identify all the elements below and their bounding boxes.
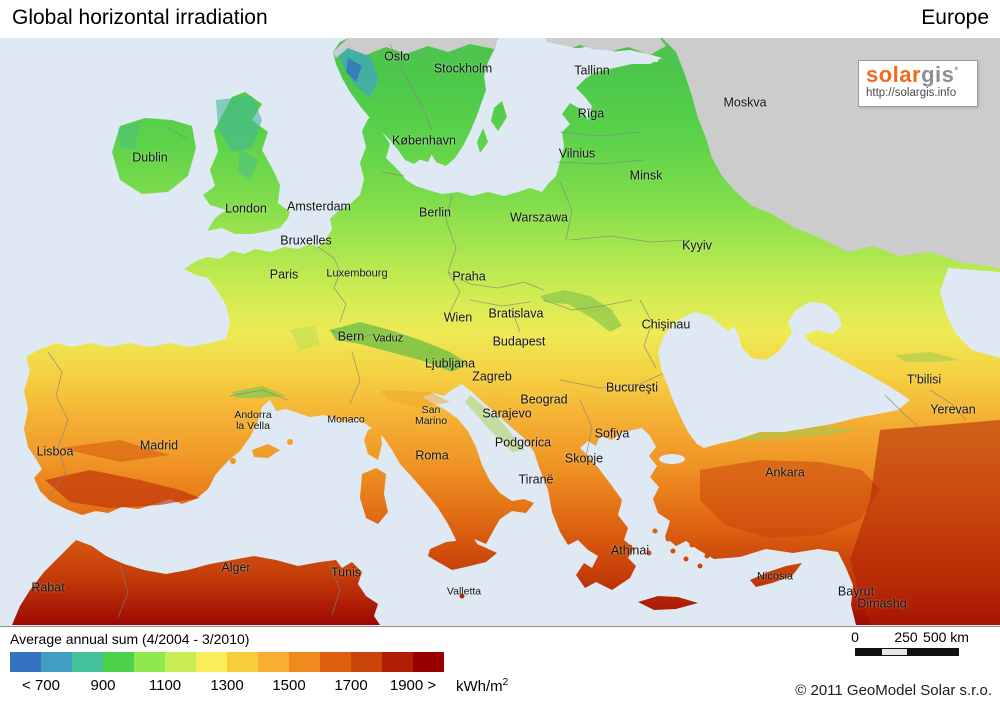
legend-color-segment [134, 652, 165, 672]
solargis-logo[interactable]: solargis* http://solargis.info [858, 60, 978, 107]
legend-unit: kWh/m2 [456, 677, 509, 695]
land-ireland [112, 118, 196, 194]
legend-tick-label: < 700 [22, 677, 60, 694]
legend-color-segment [258, 652, 289, 672]
legend-color-segment [72, 652, 103, 672]
header: Global horizontal irradiation Europe [0, 0, 1000, 38]
region-title: Europe [921, 6, 989, 29]
legend-color-segment [41, 652, 72, 672]
legend-color-segment [103, 652, 134, 672]
page-title: Global horizontal irradiation [12, 6, 268, 29]
europe-irradiation-map: Oslo Stockholm Tallinn Moskva Rīga Vilnius Min… [0, 38, 1000, 627]
terrain-overlays [45, 44, 1000, 625]
legend-tick-label: 1300 [210, 677, 244, 694]
legend-color-segment [320, 652, 351, 672]
legend-color-bar [10, 652, 444, 672]
logo-url[interactable]: http://solargis.info [866, 87, 957, 99]
scalebar-label: 500 km [923, 629, 969, 645]
logo-gis-text: gis [921, 62, 955, 87]
copyright: © 2011 GeoModel Solar s.r.o. [795, 682, 992, 699]
legend-color-segment [10, 652, 41, 672]
legend-color-segment [196, 652, 227, 672]
legend-color-segment [413, 652, 444, 672]
scalebar-segment [907, 649, 958, 655]
legend-color-segment [351, 652, 382, 672]
legend-tick-label: 1700 [334, 677, 368, 694]
solargis-wordmark: solargis* [866, 62, 959, 88]
legend-color-segment [165, 652, 196, 672]
scalebar-label: 250 [894, 629, 918, 645]
legend-color-segment [289, 652, 320, 672]
scalebar-segment [856, 649, 882, 655]
map-graphic [0, 38, 1000, 626]
islands [230, 101, 802, 610]
legend-color-segment [382, 652, 413, 672]
scalebar-segment [882, 649, 907, 655]
scalebar-label: 0 [851, 629, 859, 645]
inner-seas [548, 42, 1000, 464]
logo-mark: * [954, 65, 959, 77]
legend-color-segment [227, 652, 258, 672]
legend-tick-label: 900 [90, 677, 116, 694]
country-borders [47, 43, 967, 619]
scalebar [855, 648, 959, 656]
legend-tick-label: 1500 [272, 677, 306, 694]
legend-tick-label: 1100 [148, 677, 182, 694]
land-north-africa [12, 540, 380, 625]
legend-title: Average annual sum (4/2004 - 3/2010) [10, 631, 250, 647]
legend-tick-label: 1900 > [389, 677, 437, 694]
logo-solar-text: solar [866, 62, 922, 87]
